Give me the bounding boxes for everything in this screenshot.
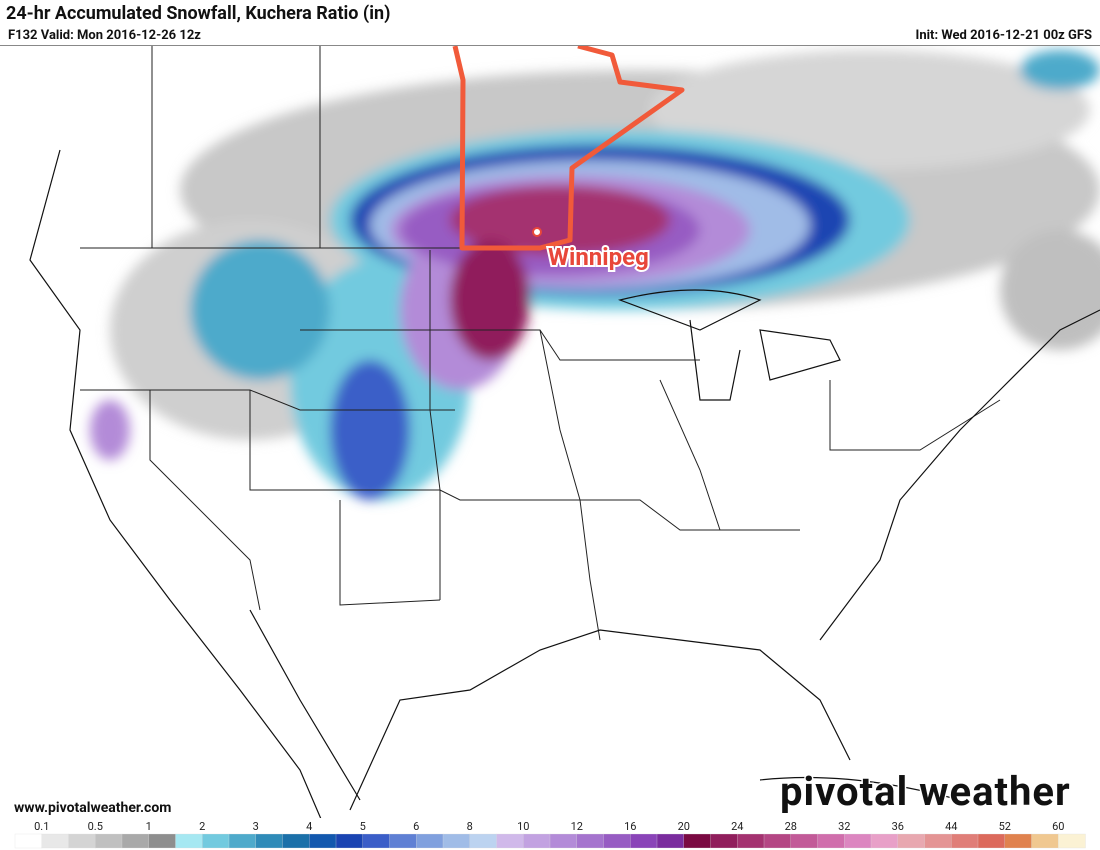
legend-tick-label: 6 [413, 820, 419, 833]
legend-swatch [255, 833, 284, 849]
map: Winnipeg pivotal weather www.pivotalweat… [14, 46, 1100, 818]
color-legend: 0.1 0.5 1 2 3 4 5 6 8 10 12 16 20 24 28 32 36 44 52 60 [14, 820, 1086, 849]
valid-time: F132 Valid: Mon 2016-12-26 12z [8, 28, 201, 43]
legend-tick-label: 1 [146, 820, 152, 833]
legend-swatch [202, 833, 230, 849]
legend-swatch [148, 833, 177, 849]
legend-swatch [603, 833, 631, 849]
legend-tick-label: 44 [945, 820, 957, 833]
legend-tick-label: 0.5 [88, 820, 103, 833]
legend-swatch [844, 833, 872, 849]
legend-swatch [683, 833, 712, 849]
legend-swatch [870, 833, 899, 849]
legend-swatch [14, 833, 43, 849]
legend-swatch [41, 833, 70, 849]
init-time: Init: Wed 2016-12-21 00z GFS [916, 28, 1092, 43]
legend-swatch [763, 833, 792, 849]
legend-swatch [175, 833, 203, 849]
site-url: www.pivotalweather.com [14, 800, 171, 816]
legend-tick-label: 36 [892, 820, 904, 833]
legend-swatch [362, 833, 391, 849]
legend-swatch [282, 833, 310, 849]
legend-swatch [1031, 833, 1059, 849]
city-label: Winnipeg [548, 243, 649, 271]
legend-tick-label: 16 [624, 820, 636, 833]
legend-swatch [1058, 833, 1086, 849]
coastlines [29, 149, 1100, 818]
legend-swatch [576, 833, 605, 849]
legend-swatch [549, 833, 578, 849]
legend-swatch [790, 833, 819, 849]
legend-swatch [228, 833, 257, 849]
legend-tick-label: 5 [360, 820, 366, 833]
manitoba-highlight [452, 46, 685, 251]
legend-tick-label: 2 [199, 820, 205, 833]
legend-swatch [416, 833, 444, 849]
legend-swatch [710, 833, 738, 849]
snowfall-field [90, 50, 1100, 500]
legend-swatch [335, 833, 364, 849]
legend-swatch [68, 833, 96, 849]
legend-swatch [630, 833, 658, 849]
legend-swatch [95, 833, 123, 849]
watermark: pivotal weather [780, 768, 1071, 815]
legend-tick-label: 28 [785, 820, 797, 833]
legend-tick-label: 32 [838, 820, 850, 833]
legend-swatch [442, 833, 471, 849]
legend-tick-label: 52 [999, 820, 1011, 833]
legend-tick-label: 0.1 [34, 820, 49, 833]
legend-swatch [817, 833, 845, 849]
legend-swatch [469, 833, 498, 849]
legend-swatch [924, 833, 952, 849]
legend-tick-label: 10 [517, 820, 529, 833]
legend-swatch [897, 833, 926, 849]
legend-tick-label: 24 [731, 820, 743, 833]
legend-tick-label: 60 [1052, 820, 1064, 833]
legend-swatch [1004, 833, 1033, 849]
city-marker [532, 227, 542, 237]
legend-swatch [977, 833, 1006, 849]
legend-swatch [309, 833, 337, 849]
legend-tick-label: 20 [678, 820, 690, 833]
legend-swatch [951, 833, 979, 849]
legend-swatch [737, 833, 765, 849]
legend-swatch [389, 833, 417, 849]
legend-tick-label: 12 [571, 820, 583, 833]
legend-tick-label: 4 [306, 820, 312, 833]
title: 24-hr Accumulated Snowfall, Kuchera Rati… [6, 3, 390, 24]
legend-swatch [523, 833, 551, 849]
legend-swatch [121, 833, 150, 849]
legend-swatch [656, 833, 685, 849]
legend-tick-label: 3 [253, 820, 259, 833]
legend-tick-label: 8 [467, 820, 473, 833]
legend-swatch [496, 833, 524, 849]
